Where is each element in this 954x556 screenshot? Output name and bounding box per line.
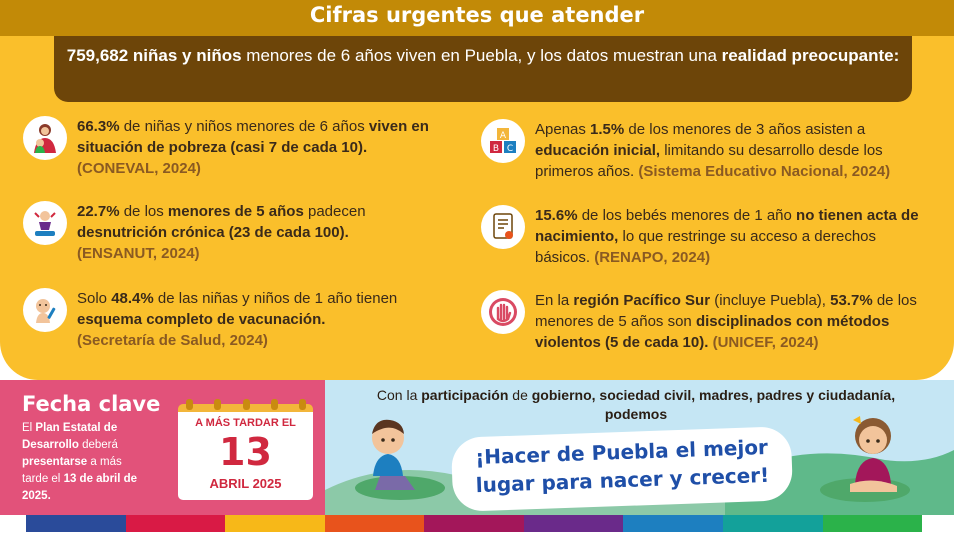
baby-scale-icon bbox=[23, 201, 67, 245]
color-strip-segment bbox=[822, 515, 923, 532]
fact-text-segment: padecen bbox=[303, 203, 366, 220]
fact-source: (Secretaría de Salud, 2024) bbox=[77, 332, 268, 349]
fact-highlight: desnutrición crónica (23 de cada 100). bbox=[77, 224, 349, 241]
fact-violent-discipline: En la región Pacífico Sur (incluye Puebl… bbox=[481, 290, 931, 353]
fact-stat: 66.3% bbox=[77, 118, 120, 135]
fact-text-segment: lo que restringe su acceso a derechos bá… bbox=[535, 228, 877, 266]
fact-source: (Sistema Educativo Nacional, 2024) bbox=[638, 163, 891, 180]
fact-stat: 48.4% bbox=[111, 290, 154, 307]
participation-segment: de bbox=[508, 387, 532, 403]
fact-text-segment: de los menores de 5 años son bbox=[535, 292, 917, 330]
title-banner bbox=[0, 0, 954, 36]
fact-text: Solo 48.4% de las niñas y niños de 1 año… bbox=[77, 288, 453, 351]
fact-text: 22.7% de los menores de 5 años padecen d… bbox=[77, 201, 453, 264]
key-date-title: Fecha clave bbox=[22, 392, 161, 416]
calendar-month: ABRIL 2025 bbox=[209, 476, 282, 491]
fact-text: 15.6% de los bebés menores de 1 año no t… bbox=[535, 205, 931, 268]
stop-hand-icon bbox=[481, 290, 525, 334]
fact-highlight: menores de 5 años bbox=[167, 203, 304, 220]
certificate-icon bbox=[481, 205, 525, 249]
girl-illustration bbox=[850, 416, 897, 492]
calendar-header: A MÁS TARDAR EL bbox=[195, 417, 296, 429]
color-strip-segment bbox=[225, 515, 325, 532]
fact-vaccination: Solo 48.4% de las niñas y niños de 1 año… bbox=[23, 288, 453, 351]
svg-text:A: A bbox=[500, 131, 507, 141]
intro-conclusion: realidad preocupante: bbox=[721, 46, 900, 65]
fact-text-segment: En la bbox=[535, 292, 574, 309]
key-date-text: El Plan Estatal de Desarrollo deberá pre… bbox=[22, 420, 150, 505]
fact-text-segment: de los bebés menores de 1 año bbox=[577, 207, 797, 224]
fact-text-segment: limitando su desarrollo desde los primer… bbox=[535, 142, 883, 180]
svg-text:B: B bbox=[493, 144, 499, 154]
color-strip bbox=[26, 515, 923, 532]
fact-text: En la región Pacífico Sur (incluye Puebl… bbox=[535, 290, 931, 353]
participation-text: Con la participación de gobierno, socied… bbox=[372, 386, 900, 424]
fact-poverty: 66.3% de niñas y niños menores de 6 años… bbox=[23, 116, 453, 179]
fact-birth-certificate: 15.6% de los bebés menores de 1 año no t… bbox=[481, 205, 931, 268]
fact-text: Apenas 1.5% de los menores de 3 años asi… bbox=[535, 119, 931, 182]
key-date-highlight: 13 de abril de 2025. bbox=[22, 473, 138, 502]
fact-highlight: no tienen acta de nacimiento, bbox=[535, 207, 919, 245]
color-strip-segment bbox=[125, 515, 226, 532]
fact-highlight: esquema completo de vacunación. bbox=[77, 311, 326, 328]
fact-stat: 15.6% bbox=[535, 207, 578, 224]
color-strip-segment bbox=[523, 515, 624, 532]
calendar-day: 13 bbox=[219, 430, 272, 474]
intro-text: menores de 6 años viven en Puebla, y los… bbox=[241, 46, 722, 65]
vaccine-baby-icon bbox=[23, 288, 67, 332]
fact-text-segment: (incluye Puebla), bbox=[710, 292, 831, 309]
intro-box: 759,682 niñas y niños menores de 6 años … bbox=[54, 36, 912, 102]
key-date-highlight: presentarse bbox=[22, 456, 88, 468]
fact-source: (RENAPO, 2024) bbox=[594, 249, 711, 266]
fact-source: (CONEVAL, 2024) bbox=[77, 160, 201, 177]
key-date-segment: deberá bbox=[78, 439, 118, 451]
participation-highlight: gobierno, sociedad civil, madres, padres… bbox=[531, 387, 896, 422]
fact-highlight: educación inicial, bbox=[535, 142, 661, 159]
page-title: Cifras urgentes que atender bbox=[309, 3, 645, 27]
fact-stat: 53.7% bbox=[830, 292, 873, 309]
fact-text-segment: de las niñas y niños de 1 año tienen bbox=[153, 290, 398, 307]
fact-text: 66.3% de niñas y niños menores de 6 años… bbox=[77, 116, 453, 179]
color-strip-segment bbox=[424, 515, 524, 532]
fact-text-segment: de los bbox=[119, 203, 168, 220]
fact-malnutrition: 22.7% de los menores de 5 años padecen d… bbox=[23, 201, 453, 264]
slogan-text: ¡Hacer de Puebla el mejor lugar para nac… bbox=[474, 434, 770, 498]
key-date-highlight: Plan Estatal de Desarrollo bbox=[22, 422, 118, 451]
color-strip-segment bbox=[26, 515, 126, 532]
color-strip-segment bbox=[722, 515, 823, 532]
intro-highlight: 759,682 niñas y niños bbox=[66, 46, 242, 65]
key-date-segment: El bbox=[22, 422, 36, 434]
fact-source: (UNICEF, 2024) bbox=[712, 334, 819, 351]
fact-highlight: disciplinados con métodos violentos (5 d… bbox=[535, 313, 890, 351]
boy-illustration bbox=[372, 419, 415, 490]
participation-highlight: participación bbox=[421, 387, 509, 403]
fact-text-segment: Solo bbox=[77, 290, 112, 307]
fact-text-segment: de niñas y niños menores de 6 años bbox=[119, 118, 369, 135]
fact-text-segment: Apenas bbox=[535, 121, 591, 138]
fact-source: (ENSANUT, 2024) bbox=[77, 245, 200, 262]
fact-highlight: región Pacífico Sur bbox=[573, 292, 711, 309]
fact-text-segment: de los menores de 3 años asisten a bbox=[624, 121, 866, 138]
calendar-rings bbox=[186, 399, 306, 411]
color-strip-segment bbox=[324, 515, 425, 532]
fact-highlight: viven en situación de pobreza (casi 7 de… bbox=[77, 118, 429, 156]
svg-text:C: C bbox=[507, 144, 513, 154]
fact-stat: 22.7% bbox=[77, 203, 120, 220]
color-strip-segment bbox=[623, 515, 723, 532]
participation-segment: Con la bbox=[376, 387, 422, 403]
fact-stat: 1.5% bbox=[590, 121, 625, 138]
key-date-segment: a más tarde el bbox=[22, 456, 122, 485]
mother-child-icon bbox=[23, 116, 67, 160]
